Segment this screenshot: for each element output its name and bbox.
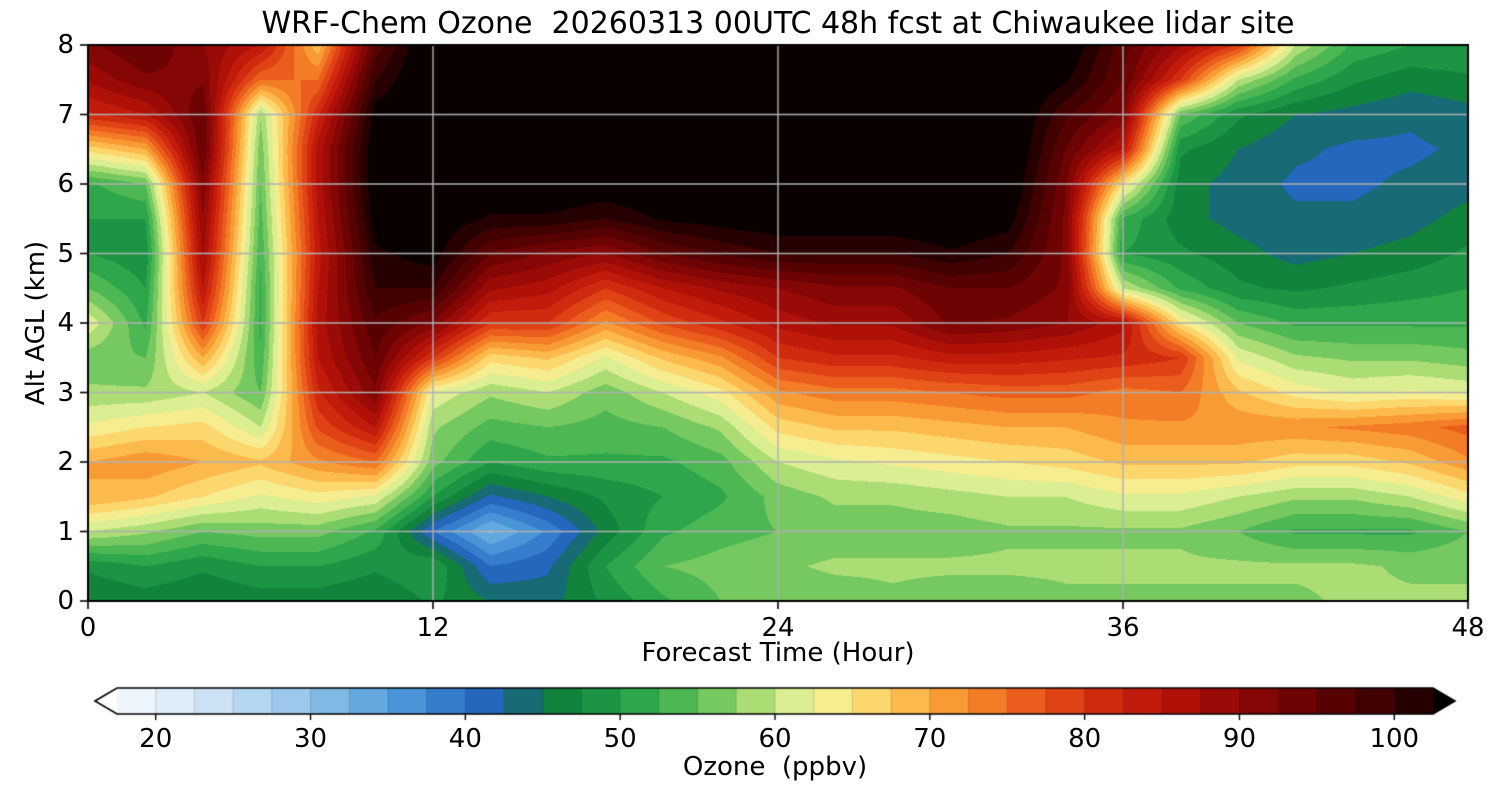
colorbar-tick-label-50: 50 <box>603 724 637 754</box>
colorbar-tick-label-70: 70 <box>913 724 947 754</box>
y-axis-label: Alt AGL (km) <box>21 240 51 406</box>
x-tick-label-36: 36 <box>1106 613 1140 643</box>
y-tick-label-2: 2 <box>57 447 74 477</box>
colorbar-tick-label-60: 60 <box>758 724 792 754</box>
x-axis-label: Forecast Time (Hour) <box>641 638 915 668</box>
colorbar-tick-label-80: 80 <box>1068 724 1102 754</box>
colorbar-label: Ozone (ppbv) <box>682 752 868 782</box>
y-tick-label-7: 7 <box>57 99 74 130</box>
colorbar-tick-label-100: 100 <box>1369 724 1420 754</box>
y-tick-label-1: 1 <box>57 516 74 547</box>
y-tick-label-5: 5 <box>57 238 74 269</box>
chart-title: WRF-Chem Ozone 20260313 00UTC 48h fcst a… <box>261 6 1295 41</box>
colorbar-tick-label-20: 20 <box>139 724 173 754</box>
y-tick-label-3: 3 <box>57 377 74 408</box>
x-tick-label-48: 48 <box>1451 613 1485 643</box>
x-tick-label-12: 12 <box>416 613 450 643</box>
y-tick-label-6: 6 <box>57 169 74 199</box>
colorbar-tick-label-90: 90 <box>1222 724 1257 754</box>
y-tick-label-0: 0 <box>57 586 74 616</box>
y-tick-label-4: 4 <box>57 308 74 338</box>
x-tick-label-24: 24 <box>761 613 795 643</box>
colorbar-tick-label-40: 40 <box>448 724 482 754</box>
colorbar-tick-label-30: 30 <box>293 724 328 754</box>
x-tick-label-0: 0 <box>79 613 97 643</box>
y-tick-label-8: 8 <box>57 30 74 60</box>
